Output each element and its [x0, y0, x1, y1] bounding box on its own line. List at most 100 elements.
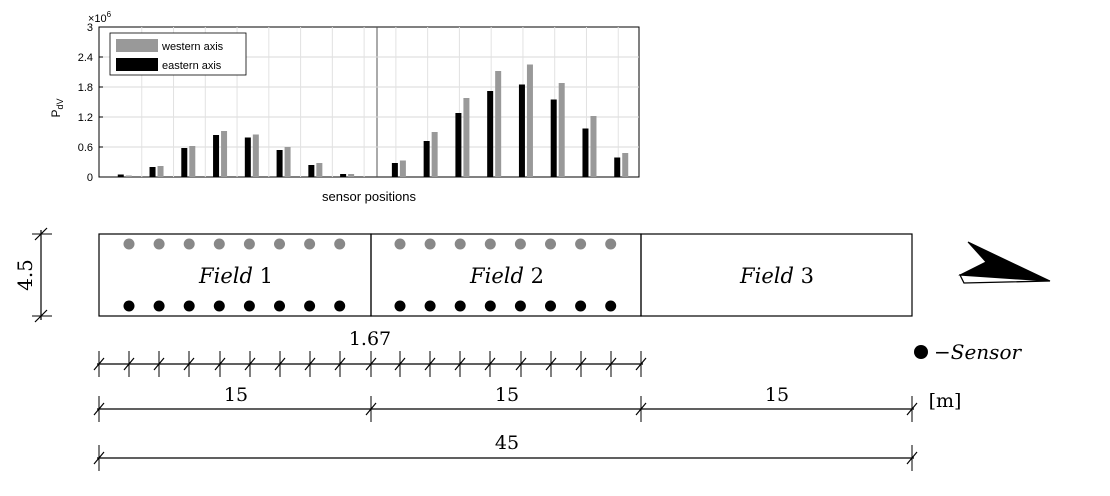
field-1-label: Field 1 [198, 264, 273, 288]
direction-arrow-icon [958, 241, 1051, 284]
chart-bars [117, 64, 629, 177]
bar-eastern [213, 135, 220, 177]
dim-slash [183, 357, 195, 371]
x-axis-label: sensor positions [322, 189, 416, 204]
bar-western [157, 166, 164, 177]
bar-western [252, 134, 259, 177]
dim-slash [635, 402, 647, 416]
bar-eastern [117, 174, 124, 177]
bar-eastern [308, 165, 315, 177]
sensor-west [394, 238, 406, 250]
field-width-dimension: 15 15 15 [m] [93, 384, 961, 422]
chart-legend: western axis eastern axis [109, 32, 247, 76]
dim-slash [365, 357, 377, 371]
bar-eastern [149, 167, 156, 177]
sensor-spacing-dimension: 1.67 [93, 328, 647, 377]
dim-slash [365, 402, 377, 416]
sensor-legend-dot [914, 345, 928, 359]
y-tick-label: 1.8 [78, 82, 93, 94]
bar-eastern [340, 174, 347, 177]
sensor-east [274, 300, 285, 312]
height-dim-label: 4.5 [13, 259, 37, 291]
bar-western [348, 174, 355, 177]
bar-eastern [582, 128, 589, 177]
bar-western [463, 98, 470, 177]
sensor-west [334, 238, 346, 250]
dim-slash [635, 357, 647, 371]
dim-slash [575, 357, 587, 371]
dim-slash [304, 357, 316, 371]
dim-slash [214, 357, 226, 371]
sensor-west [213, 238, 225, 250]
sensor-east [575, 300, 587, 312]
sensor-east [454, 300, 466, 312]
dim-slash [424, 357, 436, 371]
sensor-east [334, 300, 346, 312]
bar-eastern [181, 148, 188, 177]
sensor-west [605, 238, 617, 250]
bar-eastern [487, 91, 494, 177]
dim-slash [394, 357, 406, 371]
sensor-west [304, 238, 316, 250]
legend-label-western: western axis [161, 41, 224, 53]
legend-swatch-western [116, 39, 158, 52]
sensor-west [484, 238, 496, 250]
y-tick-label: 3 [87, 22, 93, 34]
legend-swatch-eastern [116, 58, 158, 71]
field-2-label: Field 2 [469, 264, 544, 288]
bar-western [590, 116, 597, 177]
y-tick-labels: 0 0.6 1.2 1.8 2.4 3 [78, 22, 103, 184]
dim-slash [153, 357, 165, 371]
sensor-west [575, 238, 587, 250]
bar-western [284, 147, 291, 177]
bar-western [622, 153, 629, 177]
sensor-west [424, 238, 436, 250]
y-tick-label: 0 [87, 172, 93, 184]
bar-western [221, 131, 228, 177]
bar-western [189, 146, 196, 177]
y-tick-label: 0.6 [78, 142, 93, 154]
bar-eastern [276, 150, 283, 177]
dim-slash [605, 357, 617, 371]
dim-slash [545, 357, 557, 371]
y-axis-exponent: ×106 [88, 10, 112, 25]
sensor-east [394, 300, 406, 312]
bar-eastern [423, 141, 430, 177]
dim-slash [123, 357, 135, 371]
sensor-west [123, 238, 135, 250]
sensor-east [545, 300, 556, 312]
field-2-width: 15 [495, 384, 519, 406]
dim-slash [244, 357, 256, 371]
bar-eastern [614, 157, 621, 177]
dim-slash [484, 357, 496, 371]
sensor-east [123, 300, 135, 312]
legend-label-eastern: eastern axis [162, 60, 222, 72]
bar-eastern [244, 137, 251, 177]
sensor-east [605, 300, 617, 312]
y-axis-label: PdV [49, 98, 65, 117]
sensor-west [243, 238, 255, 250]
bar-chart: 0 0.6 1.2 1.8 2.4 3 PdV ×106 sensor positions… [49, 10, 640, 204]
y-tick-label: 2.4 [78, 52, 93, 64]
sensor-east [243, 300, 255, 312]
field-diagram: Field 1 Field 2 Field 3 4.5 1.67 15 15 1… [13, 227, 1051, 471]
dim-slash [93, 451, 105, 465]
sensor-east [183, 300, 195, 312]
bar-western [399, 160, 406, 177]
dim-slash [515, 357, 527, 371]
sensor-east [153, 300, 165, 312]
dim-slash [906, 451, 918, 465]
bar-western [495, 71, 502, 177]
dim-slash [93, 357, 105, 371]
dim-slash [454, 357, 466, 371]
bar-eastern [518, 84, 525, 177]
field-3-width: 15 [765, 384, 789, 406]
sensor-west [153, 238, 165, 250]
sensor-west [183, 238, 195, 250]
bar-western [558, 83, 565, 177]
sensor-east [484, 300, 496, 312]
bar-western [125, 175, 132, 177]
bar-western [431, 132, 438, 177]
bar-western [316, 163, 323, 177]
